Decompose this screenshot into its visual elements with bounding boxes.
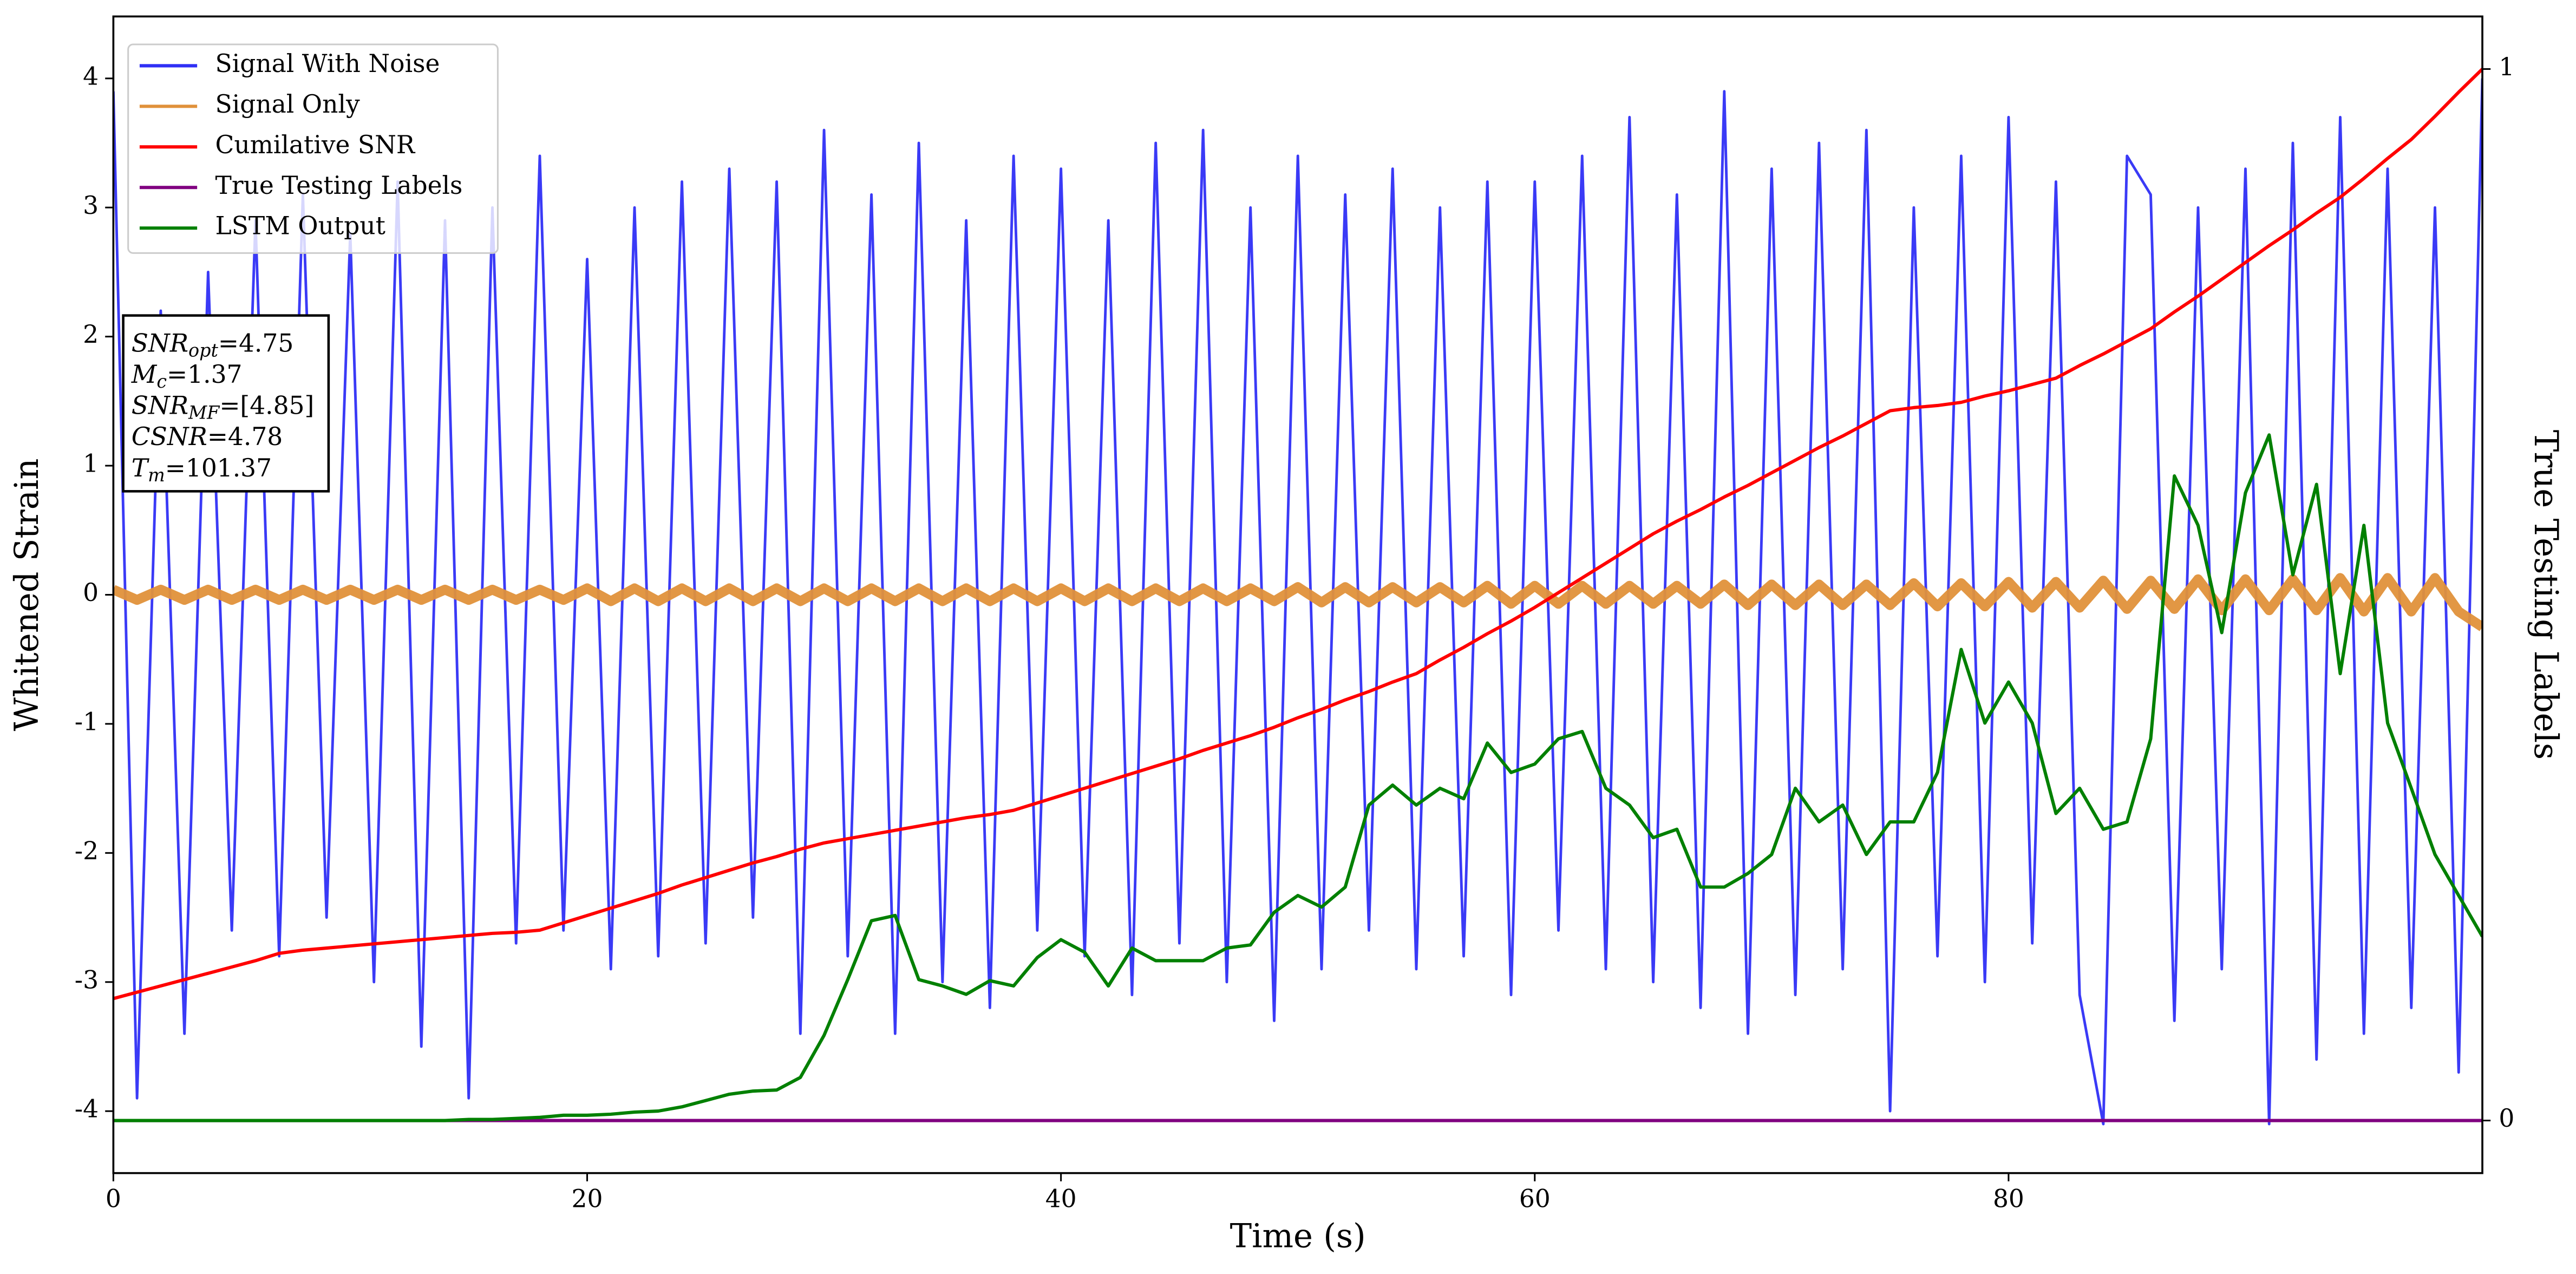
x-tick-label: 0 xyxy=(106,1185,121,1213)
x-tick-label: 60 xyxy=(1519,1185,1551,1213)
annotation-line: Mc=1.37 xyxy=(131,360,243,392)
y-axis-label: Whitened Strain xyxy=(8,459,46,731)
legend-label: Cumilative SNR xyxy=(215,130,416,159)
annotation-value: =101.37 xyxy=(165,453,272,482)
y-tick-label: 1 xyxy=(83,449,99,478)
x-tick-label: 80 xyxy=(1993,1185,2024,1213)
legend-label: Signal With Noise xyxy=(215,49,440,78)
annotation-subscript: opt xyxy=(188,339,218,361)
annotation-value: =[4.85] xyxy=(219,391,314,420)
annotation-value: =1.37 xyxy=(167,360,242,388)
y-tick-label: 2 xyxy=(83,320,99,349)
legend-label: LSTM Output xyxy=(215,212,385,240)
y2-tick-label: 0 xyxy=(2499,1104,2514,1133)
series-line xyxy=(113,68,2483,1001)
annotation-value: =4.78 xyxy=(207,422,283,451)
y-tick-label: 0 xyxy=(83,578,99,607)
annotation-line: CSNR=4.78 xyxy=(132,422,283,451)
y-tick-label: -3 xyxy=(75,965,99,994)
y-tick-label: -1 xyxy=(75,707,99,736)
annotation-symbol: M xyxy=(131,360,158,388)
legend-box xyxy=(127,43,499,254)
annotation-symbol: T xyxy=(132,453,150,482)
x-tick-label: 40 xyxy=(1045,1185,1077,1213)
annotation-line: Tm=101.37 xyxy=(132,453,272,486)
series-line xyxy=(113,78,2483,1126)
annotation-value: =4.75 xyxy=(218,329,293,357)
series-line xyxy=(113,573,2483,631)
legend-label: True Testing Labels xyxy=(215,171,463,200)
y-tick-label: -2 xyxy=(75,837,99,865)
y-tick-label: 4 xyxy=(83,62,99,90)
annotation-symbol: SNR xyxy=(132,329,188,357)
annotation-subscript: c xyxy=(156,371,167,392)
y-tick-label: 3 xyxy=(83,191,99,220)
series-line xyxy=(113,433,2483,1122)
annotation-subscript: m xyxy=(148,465,165,486)
y2-axis-label: True Testing Labels xyxy=(2527,430,2565,760)
annotation-subscript: MF xyxy=(188,402,220,423)
y-tick-label: -4 xyxy=(75,1095,99,1123)
legend: Signal With Noise Signal Only Cumilative S… xyxy=(127,43,499,254)
annotation-line: SNRMF=[4.85] xyxy=(132,391,315,423)
y2-tick-label: 1 xyxy=(2499,53,2514,81)
annotation-symbol: CSNR xyxy=(132,422,207,451)
annotation-line: SNRopt=4.75 xyxy=(132,329,294,361)
x-axis-label: Time (s) xyxy=(1230,1218,1366,1256)
legend-label: Signal Only xyxy=(215,90,360,119)
annotation-frame xyxy=(122,314,330,493)
annotation-symbol: SNR xyxy=(132,391,188,420)
annotation-box: SNRopt=4.75Mc=1.37SNRMF=[4.85]CSNR=4.78T… xyxy=(122,314,330,493)
plot-area xyxy=(113,68,2483,1126)
x-tick-label: 20 xyxy=(572,1185,603,1213)
